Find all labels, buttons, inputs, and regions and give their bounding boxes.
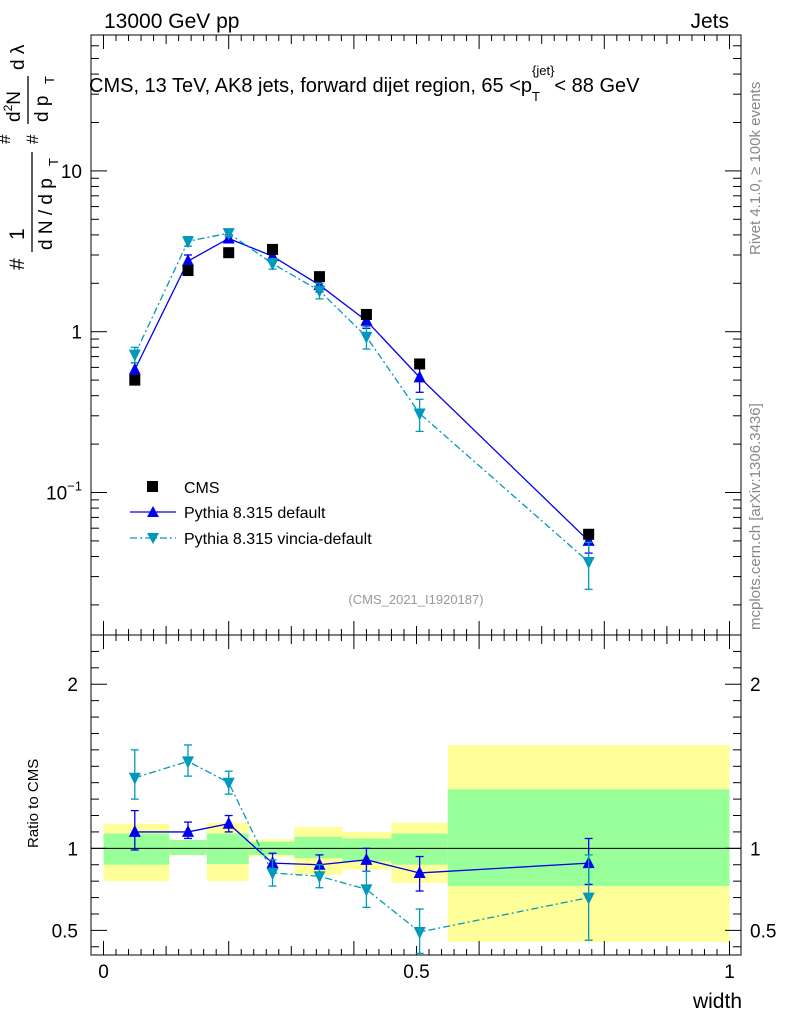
y-tick-label-main: 10−1 [46,479,82,505]
ratio-point-default-5 [360,852,373,865]
ylabel-d2N: d2N [1,91,25,122]
ratio-point-default-4 [313,857,326,870]
ylabel-hash-3: # [23,134,42,144]
ratio-xlabel: width [692,990,742,1013]
point-cms-5 [360,308,372,320]
point-vincia-1 [182,236,195,249]
legend-marker-cms [147,481,158,492]
ratio-point-vincia-1 [182,756,195,769]
point-vincia-6 [413,408,426,421]
ratio-point-default-1 [182,824,195,837]
point-cms-7 [583,528,595,540]
ylabel-dN: d N / d p [36,178,57,250]
ratio-point-vincia-6 [413,927,426,940]
header-right: Jets [690,10,729,33]
legend-label-cms: CMS [184,480,220,497]
point-default-0 [128,362,141,375]
x-tick-label: 1 [724,962,735,983]
ylabel-dl: d λ [8,44,29,70]
y-tick-label-ratio-right: 0.5 [750,921,776,942]
y-tick-label-ratio-right: 2 [750,675,761,696]
header-left: 13000 GeV pp [104,10,239,33]
band-stat-0 [103,833,170,865]
ylabel-hash-1: # [6,258,29,270]
y-tick-label-main: 10 [61,162,82,183]
ratio-point-vincia-4 [313,871,326,884]
point-vincia-0 [128,349,141,362]
side-label-mcplots: mcplots.cern.ch [arXiv:1306.3436] [747,403,764,630]
main-title: CMS, 13 TeV, AK8 jets, forward dijet reg… [89,63,640,104]
y-tick-label-ratio: 2 [67,675,78,696]
legend-marker-vincia [147,533,159,544]
ratio-ylabel: Ratio to CMS [25,759,42,848]
y-tick-label-ratio: 1 [67,839,78,860]
ratio-point-default-2 [222,816,235,829]
band-stat-4 [294,836,343,859]
point-vincia-3 [266,258,279,271]
point-vincia-2 [222,228,235,241]
ratio-point-vincia-5 [360,884,373,897]
point-cms-1 [182,265,194,277]
main-ylabel: # 1 d N / d p T # # d2N d p T d λ [0,44,61,270]
side-label-rivet: Rivet 4.1.0, ≥ 100k events [747,82,764,255]
band-stat-1 [169,840,207,855]
point-cms-3 [267,243,279,255]
point-cms-2 [223,247,235,259]
ylabel-one: 1 [6,228,29,240]
point-vincia-5 [360,331,373,344]
watermark: (CMS_2021_I1920187) [348,592,483,607]
point-vincia-4 [313,285,326,298]
legend-marker-default [147,506,159,517]
legend-label-vincia: Pythia 8.315 vincia-default [184,531,372,548]
ratio-line-default [134,823,589,874]
line-default [134,237,590,542]
ylabel-dp: d p [32,96,53,122]
point-vincia-7 [582,556,595,569]
point-cms-6 [414,358,426,370]
x-tick-label: 0 [98,962,109,983]
x-tick-label: 0.5 [403,962,429,983]
ylabel-sub-2: T [42,76,57,84]
point-default-1 [182,254,195,267]
ylabel-hash-2: # [0,134,14,144]
y-tick-label-ratio: 0.5 [52,921,78,942]
ratio-point-vincia-0 [128,772,141,785]
point-cms-0 [129,374,141,386]
ratio-point-vincia-2 [222,777,235,790]
legend-label-default: Pythia 8.315 default [184,505,326,522]
ylabel-sub-1: T [46,158,61,166]
ratio-point-default-0 [128,824,141,837]
point-cms-4 [313,271,325,283]
point-default-6 [413,370,426,383]
ratio-data-marks [128,744,595,955]
ratio-line-vincia [134,760,589,933]
ratio-point-vincia-3 [266,867,279,880]
y-tick-label-main: 1 [71,323,82,344]
legend: CMS Pythia 8.315 default Pythia 8.315 vi… [130,480,372,548]
main-data-marks [128,228,595,590]
axis-ticks: 10−1 1 10 0.5 0.5 1 1 2 2 0 0.5 1 [46,34,776,983]
y-tick-label-ratio-right: 1 [750,839,761,860]
ratio-point-vincia-7 [582,892,595,905]
ratio-point-default-6 [413,865,426,878]
